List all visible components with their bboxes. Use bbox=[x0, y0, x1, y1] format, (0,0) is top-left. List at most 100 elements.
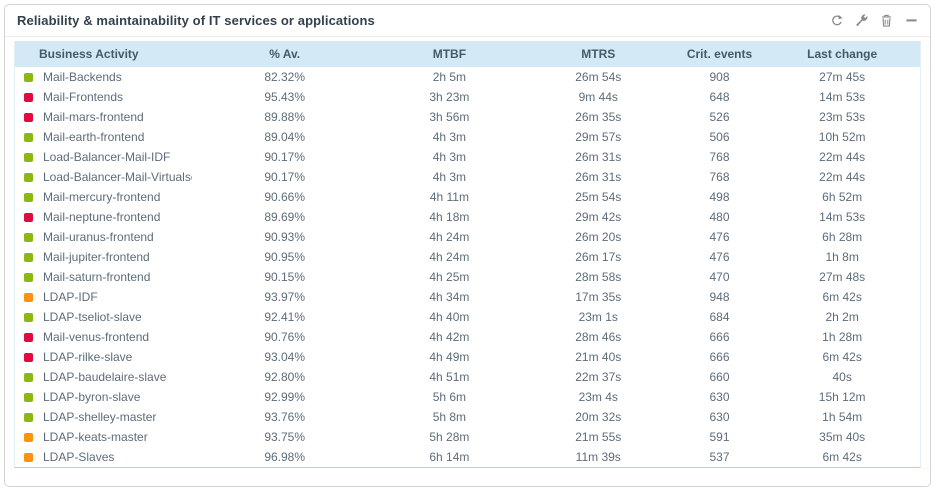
last-change-value: 6h 28m bbox=[822, 230, 863, 244]
column-header-mtbf[interactable]: MTBF bbox=[376, 41, 522, 67]
table-row[interactable]: LDAP-Slaves 96.98% 6h 14m 11m 39s 537 6m… bbox=[15, 447, 920, 467]
mtbf-value: 4h 51m bbox=[429, 370, 470, 384]
mtbf-value: 5h 28m bbox=[429, 430, 470, 444]
last-change-value: 22m 44s bbox=[819, 170, 866, 184]
business-activity-label: LDAP-baudelaire-slave bbox=[43, 370, 167, 384]
business-activity-label: Mail-neptune-frontend bbox=[43, 210, 161, 224]
business-activity-label: LDAP-Slaves bbox=[43, 450, 115, 464]
mtrs-value: 26m 54s bbox=[575, 70, 622, 84]
availability-value: 95.43% bbox=[264, 90, 306, 104]
last-change-value: 6m 42s bbox=[822, 290, 862, 304]
availability-value: 89.04% bbox=[264, 130, 306, 144]
status-icon-green bbox=[24, 413, 33, 422]
status-icon-orange bbox=[24, 453, 33, 462]
status-icon-green bbox=[24, 313, 33, 322]
availability-value: 92.41% bbox=[264, 310, 306, 324]
panel-header: Reliability & maintainability of IT serv… bbox=[5, 5, 930, 37]
table-row[interactable]: Mail-neptune-frontend 89.69% 4h 18m 29m … bbox=[15, 207, 920, 227]
last-change-value: 22m 44s bbox=[819, 150, 866, 164]
table-row[interactable]: Mail-Frontends 95.43% 3h 23m 9m 44s 648 … bbox=[15, 87, 920, 107]
business-activity-label: LDAP-shelley-master bbox=[43, 410, 157, 424]
table-body: Mail-Backends 82.32% 2h 5m 26m 54s 908 2… bbox=[15, 67, 920, 467]
status-icon-green bbox=[24, 253, 33, 262]
business-activity-label: Mail-Backends bbox=[43, 70, 122, 84]
last-change-value: 10h 52m bbox=[818, 130, 866, 144]
last-change-value: 40s bbox=[832, 370, 852, 384]
last-change-value: 27m 45s bbox=[819, 70, 866, 84]
status-icon-green bbox=[24, 193, 33, 202]
table-row[interactable]: LDAP-IDF 93.97% 4h 34m 17m 35s 948 6m 42… bbox=[15, 287, 920, 307]
status-icon-green bbox=[24, 393, 33, 402]
reliability-widget-panel: Reliability & maintainability of IT serv… bbox=[4, 4, 931, 487]
table-row[interactable]: LDAP-baudelaire-slave 92.80% 4h 51m 22m … bbox=[15, 367, 920, 387]
business-activity-label: Mail-Frontends bbox=[43, 90, 124, 104]
availability-value: 92.99% bbox=[264, 390, 306, 404]
crit-events-value: 768 bbox=[709, 170, 730, 184]
minimize-icon[interactable] bbox=[904, 14, 918, 28]
status-icon-green bbox=[24, 153, 33, 162]
mtbf-value: 4h 49m bbox=[429, 350, 470, 364]
crit-events-value: 591 bbox=[709, 430, 730, 444]
table-row[interactable]: Mail-uranus-frontend 90.93% 4h 24m 26m 2… bbox=[15, 227, 920, 247]
crit-events-value: 537 bbox=[709, 450, 730, 464]
column-header-crit-events[interactable]: Crit. events bbox=[674, 41, 765, 67]
table-row[interactable]: LDAP-tseliot-slave 92.41% 4h 40m 23m 1s … bbox=[15, 307, 920, 327]
mtbf-value: 4h 24m bbox=[429, 230, 470, 244]
mtbf-value: 3h 23m bbox=[429, 90, 470, 104]
column-header-last-change[interactable]: Last change bbox=[764, 41, 920, 67]
crit-events-value: 768 bbox=[709, 150, 730, 164]
mtrs-value: 28m 58s bbox=[575, 270, 622, 284]
table-row[interactable]: Load-Balancer-Mail-Virtualservice 90.17%… bbox=[15, 167, 920, 187]
table-row[interactable]: Mail-earth-frontend 89.04% 4h 3m 29m 57s… bbox=[15, 127, 920, 147]
trash-icon[interactable] bbox=[879, 14, 893, 28]
mtrs-value: 23m 1s bbox=[578, 310, 618, 324]
business-activity-label: LDAP-rilke-slave bbox=[43, 350, 133, 364]
mtbf-value: 4h 24m bbox=[429, 250, 470, 264]
mtbf-value: 3h 56m bbox=[429, 110, 470, 124]
column-header-availability[interactable]: % Av. bbox=[192, 41, 377, 67]
table-row[interactable]: Mail-jupiter-frontend 90.95% 4h 24m 26m … bbox=[15, 247, 920, 267]
status-icon-green bbox=[24, 133, 33, 142]
refresh-icon[interactable] bbox=[829, 14, 843, 28]
table-row[interactable]: Mail-venus-frontend 90.76% 4h 42m 28m 46… bbox=[15, 327, 920, 347]
crit-events-value: 666 bbox=[709, 350, 730, 364]
crit-events-value: 526 bbox=[709, 110, 730, 124]
mtrs-value: 26m 31s bbox=[575, 170, 622, 184]
status-icon-red bbox=[24, 93, 33, 102]
availability-value: 92.80% bbox=[264, 370, 306, 384]
table-row[interactable]: Mail-Backends 82.32% 2h 5m 26m 54s 908 2… bbox=[15, 67, 920, 87]
mtbf-value: 4h 3m bbox=[432, 150, 467, 164]
last-change-value: 14m 53s bbox=[819, 90, 866, 104]
wrench-icon[interactable] bbox=[854, 14, 868, 28]
crit-events-value: 470 bbox=[709, 270, 730, 284]
table-row[interactable]: Mail-saturn-frontend 90.15% 4h 25m 28m 5… bbox=[15, 267, 920, 287]
mtrs-value: 29m 42s bbox=[575, 210, 622, 224]
table-header: Business Activity % Av. MTBF MTRS Crit. … bbox=[15, 41, 920, 67]
mtbf-value: 4h 40m bbox=[429, 310, 470, 324]
table-row[interactable]: LDAP-keats-master 93.75% 5h 28m 21m 55s … bbox=[15, 427, 920, 447]
table-row[interactable]: LDAP-rilke-slave 93.04% 4h 49m 21m 40s 6… bbox=[15, 347, 920, 367]
table-row[interactable]: Mail-mars-frontend 89.88% 3h 56m 26m 35s… bbox=[15, 107, 920, 127]
mtbf-value: 4h 18m bbox=[429, 210, 470, 224]
table-row[interactable]: LDAP-byron-slave 92.99% 5h 6m 23m 4s 630… bbox=[15, 387, 920, 407]
status-icon-red bbox=[24, 213, 33, 222]
mtrs-value: 23m 4s bbox=[578, 390, 618, 404]
column-header-business-activity[interactable]: Business Activity bbox=[15, 41, 193, 67]
mtbf-value: 5h 6m bbox=[432, 390, 467, 404]
availability-value: 90.93% bbox=[264, 230, 306, 244]
mtrs-value: 26m 35s bbox=[575, 110, 622, 124]
availability-value: 93.76% bbox=[264, 410, 306, 424]
crit-events-value: 666 bbox=[709, 330, 730, 344]
mtrs-value: 21m 40s bbox=[575, 350, 622, 364]
last-change-value: 14m 53s bbox=[819, 210, 866, 224]
crit-events-value: 476 bbox=[709, 250, 730, 264]
column-header-mtrs[interactable]: MTRS bbox=[521, 41, 675, 67]
availability-value: 96.98% bbox=[264, 450, 306, 464]
last-change-value: 6m 42s bbox=[822, 350, 862, 364]
table-row[interactable]: LDAP-shelley-master 93.76% 5h 8m 20m 32s… bbox=[15, 407, 920, 427]
mtbf-value: 4h 34m bbox=[429, 290, 470, 304]
mtrs-value: 11m 39s bbox=[575, 450, 621, 464]
mtrs-value: 17m 35s bbox=[575, 290, 622, 304]
table-row[interactable]: Load-Balancer-Mail-IDF 90.17% 4h 3m 26m … bbox=[15, 147, 920, 167]
table-row[interactable]: Mail-mercury-frontend 90.66% 4h 11m 25m … bbox=[15, 187, 920, 207]
